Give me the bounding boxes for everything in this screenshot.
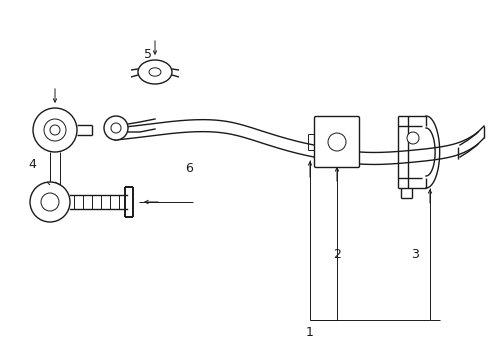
Circle shape <box>30 182 70 222</box>
FancyBboxPatch shape <box>314 117 359 167</box>
Text: 5: 5 <box>143 49 152 62</box>
Ellipse shape <box>149 68 161 76</box>
Circle shape <box>44 119 66 141</box>
Text: 1: 1 <box>305 325 313 338</box>
Circle shape <box>41 193 59 211</box>
Text: 4: 4 <box>28 158 36 171</box>
Text: 6: 6 <box>184 162 192 175</box>
Text: 2: 2 <box>332 248 340 261</box>
Circle shape <box>406 132 418 144</box>
Circle shape <box>50 125 60 135</box>
Ellipse shape <box>138 60 172 84</box>
Circle shape <box>104 116 128 140</box>
Text: 3: 3 <box>410 248 418 261</box>
Circle shape <box>327 133 346 151</box>
Circle shape <box>111 123 121 133</box>
Circle shape <box>33 108 77 152</box>
